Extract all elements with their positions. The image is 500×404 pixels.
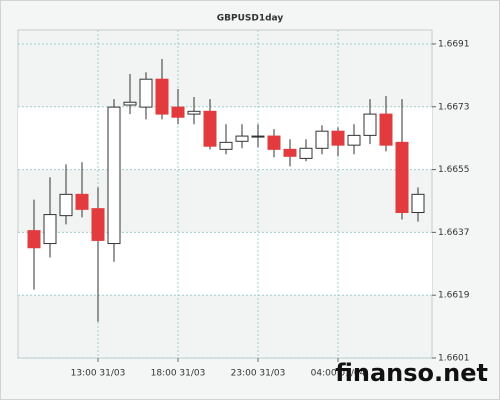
candle-body	[59, 193, 73, 217]
candle-body	[91, 208, 105, 241]
y-tick-label: 1.6655	[438, 165, 470, 175]
candle-body	[139, 78, 153, 108]
candle-body	[155, 78, 169, 115]
candle-body	[43, 214, 57, 245]
candle-body	[203, 110, 217, 147]
candle-body	[331, 130, 345, 146]
candle-body	[267, 135, 281, 150]
x-tick-label: 13:00 31/03	[71, 369, 126, 379]
watermark: finanso.net	[335, 359, 488, 387]
plot-band	[18, 106, 432, 170]
candle-body	[187, 110, 201, 115]
y-tick-label: 1.6691	[438, 39, 470, 49]
candle-body	[395, 141, 409, 213]
candle-body	[219, 141, 233, 150]
candle-body	[75, 193, 89, 210]
candle-body	[411, 193, 425, 213]
x-tick-label: 18:00 31/03	[151, 369, 206, 379]
chart-title: GBPUSD1day	[217, 14, 284, 24]
candle-body	[363, 113, 377, 136]
candle-body	[171, 106, 185, 118]
candle-body	[283, 148, 297, 157]
y-tick-label: 1.6601	[438, 354, 470, 364]
candle-body	[123, 101, 137, 106]
candle-body	[107, 106, 121, 245]
candle-body	[235, 135, 249, 142]
candle-body	[347, 134, 361, 146]
y-tick-label: 1.6637	[438, 228, 470, 238]
candle-body	[379, 113, 393, 146]
candle-body	[27, 230, 41, 249]
x-tick-label: 04:00 01/04	[311, 369, 366, 379]
plot-band	[18, 232, 432, 296]
y-tick-label: 1.6673	[438, 102, 470, 112]
candle-body	[315, 130, 329, 149]
y-tick-label: 1.6619	[438, 291, 470, 301]
x-tick-label: 23:00 31/03	[231, 369, 286, 379]
candle-body	[251, 135, 265, 138]
candle-body	[299, 147, 313, 159]
